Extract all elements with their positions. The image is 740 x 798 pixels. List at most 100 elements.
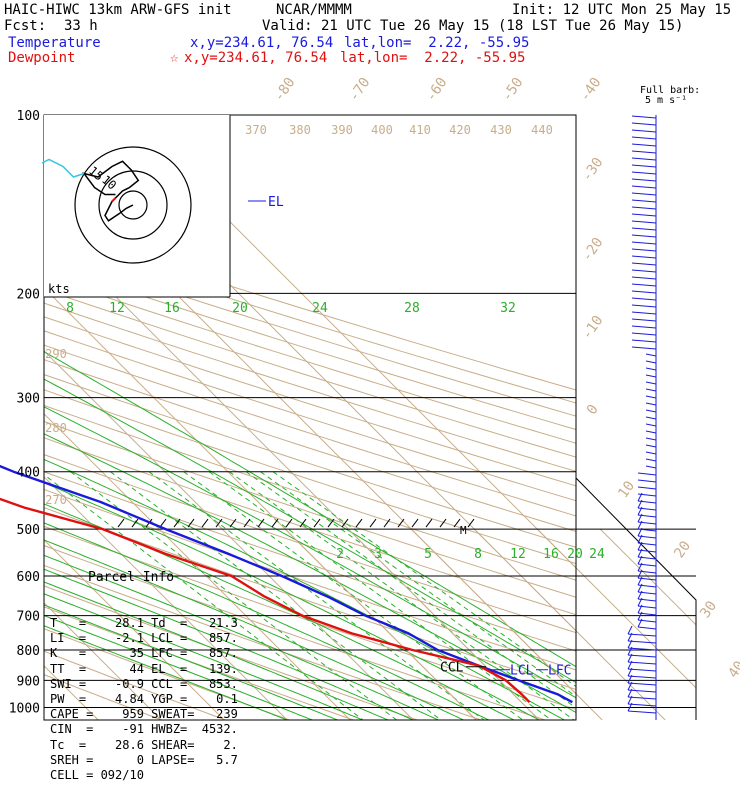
parcel-row: SWI = -0.9 CCL = 853. — [50, 676, 238, 691]
wind-barb-flag — [627, 646, 633, 656]
dry-adiabat-line — [44, 263, 576, 431]
pressure-tick-label: 700 — [17, 610, 40, 625]
valid-time: Valid: 21 UTC Tue 26 May 15 (18 LST Tue … — [262, 18, 684, 34]
hodograph-background — [44, 115, 230, 297]
dry-adiabat-line — [44, 250, 576, 417]
wind-barb-flag — [637, 499, 643, 509]
wind-barb — [631, 241, 657, 245]
temperature-tick-label: -50 — [499, 75, 527, 105]
profile-lines: EL CCL LCL LFC M — [0, 195, 573, 704]
mixing-ratio-label: 3 — [374, 547, 382, 562]
dry-adiabat-line — [44, 404, 576, 581]
wind-barb — [631, 283, 657, 287]
wind-barb-flag — [627, 625, 633, 635]
wind-barb — [631, 255, 657, 259]
theta-label: 280 — [45, 421, 67, 435]
hatch-mark — [229, 518, 237, 528]
wind-barb — [627, 633, 657, 637]
moist-adiabat-line — [44, 615, 313, 720]
wind-barb — [631, 332, 657, 336]
dry-adiabat-line — [44, 606, 354, 720]
wind-barb — [627, 647, 657, 651]
moist-adiabat-line — [44, 503, 515, 720]
mixing-ratio-label: 16 — [543, 547, 559, 562]
wind-barb-flag — [637, 562, 643, 572]
hatch-mark — [313, 518, 321, 528]
barb-legend-line1: Full barb: — [640, 85, 701, 96]
wind-barb-flag — [637, 604, 643, 614]
wind-barb — [645, 374, 657, 378]
wind-barb — [631, 178, 657, 182]
moist-adiabat-line — [44, 554, 439, 720]
temperature-tick-label: 30 — [697, 598, 720, 621]
wind-barb — [631, 150, 657, 154]
wind-barb — [637, 472, 657, 476]
theta-label: 410 — [409, 123, 431, 137]
temperature-tick-label: 10 — [615, 478, 638, 501]
wind-barb — [631, 115, 657, 119]
wind-barb — [631, 213, 657, 217]
mixing-ratio-line — [208, 471, 552, 720]
temperature-tick-label: -70 — [346, 75, 374, 105]
wind-barb — [637, 479, 657, 483]
isotherm-line — [44, 602, 162, 720]
theta-label: 380 — [289, 123, 311, 137]
lower-extension — [284, 528, 696, 720]
dry-adiabat-line — [44, 585, 418, 720]
wind-barb — [631, 171, 657, 175]
temperature-tick-label: 40 — [725, 658, 740, 681]
dry-adiabat-line — [44, 437, 576, 616]
wind-barb-flag — [627, 695, 633, 705]
wind-barb — [645, 402, 657, 406]
wind-barb — [631, 206, 657, 210]
wind-barb-flag — [637, 569, 643, 579]
wind-barb-flag — [637, 506, 643, 516]
hatch-mark — [397, 518, 405, 528]
mixing-ratio-label: 20 — [567, 547, 583, 562]
moist-adiabat-line — [44, 522, 490, 720]
hatch-mark — [411, 518, 419, 528]
moist-adiabat-line — [44, 625, 288, 720]
wind-barb-flag — [637, 534, 643, 544]
wind-barb — [645, 458, 657, 462]
forecast-label: Fcst: — [4, 18, 47, 34]
temperature-tick-label: -10 — [579, 313, 607, 343]
wind-barb — [645, 353, 657, 357]
temperature-tick-label: -40 — [577, 75, 605, 105]
isotherm-extension-line — [347, 528, 540, 720]
moist-adiabat-line — [44, 351, 576, 668]
parcel-row: LI = -2.1 LCL = 857. — [50, 631, 238, 646]
parcel-row: CAPE = 959 SWEAT= 239 — [50, 707, 238, 722]
wind-barb — [645, 367, 657, 371]
pressure-tick-label: 400 — [17, 466, 40, 481]
temperature-tick-label: 0 — [584, 402, 602, 418]
hatch-mark — [117, 518, 125, 528]
temperature-legend: Temperature — [8, 35, 101, 51]
wind-barb-flag — [637, 492, 643, 502]
hatch-mark — [327, 518, 335, 528]
temperature-tick-label: 20 — [671, 538, 694, 561]
wind-barb — [631, 157, 657, 161]
dry-adiabat-line — [44, 344, 576, 517]
wind-barb-flag — [627, 688, 633, 698]
wind-barb — [637, 626, 657, 630]
mixing-ratio-label: 28 — [404, 301, 420, 316]
temperature-xy: x,y=234.61, 76.54 — [190, 35, 334, 51]
dry-adiabat-line — [44, 238, 576, 404]
parcel-row: K = 35 LFC = 857. — [50, 646, 238, 661]
wind-barb — [631, 269, 657, 273]
isotherm-extension-line — [599, 528, 696, 720]
isotherm-extension-line — [536, 528, 696, 720]
temperature-tick-label: -30 — [579, 155, 607, 185]
ccl-label: CCL — [440, 661, 464, 676]
hatch-mark — [355, 518, 363, 528]
wind-barb — [627, 689, 657, 693]
mixing-ratio-label: 24 — [312, 301, 328, 316]
temperature-profile — [0, 464, 573, 704]
theta-label: 430 — [490, 123, 512, 137]
isotherm-line — [44, 413, 351, 720]
dry-adiabat-line — [44, 628, 290, 720]
dry-adiabat-line — [44, 525, 576, 710]
mixing-ratio-line — [148, 471, 485, 720]
